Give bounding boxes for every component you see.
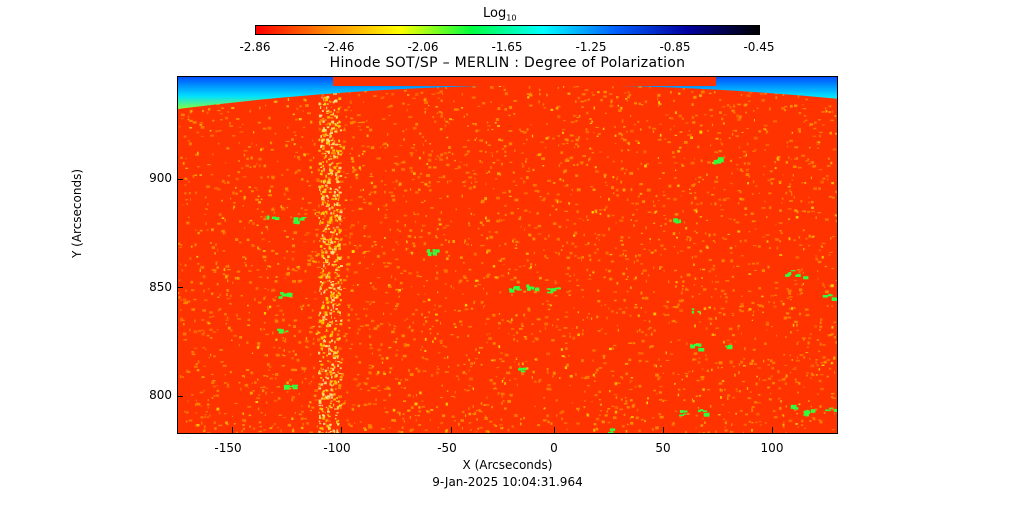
limb-gap — [333, 77, 716, 86]
x-tick-label: -100 — [323, 441, 351, 455]
y-tick-label: 900 — [149, 171, 172, 185]
polarization-map — [177, 76, 838, 434]
x-tick-mark — [554, 427, 555, 433]
map-background — [178, 77, 837, 433]
map-texture — [178, 77, 837, 433]
colorbar-tick-label: -2.46 — [323, 40, 355, 54]
x-axis-label: X (Arcseconds) — [462, 458, 553, 472]
x-tick-mark — [232, 427, 233, 433]
x-tick-label: -150 — [214, 441, 242, 455]
y-tick-label: 800 — [149, 388, 172, 402]
colorbar-tick-label: -1.65 — [491, 40, 523, 54]
colorbar-tick-label: -2.06 — [407, 40, 439, 54]
x-tick-label: 100 — [760, 441, 784, 455]
x-tick-label: 0 — [550, 441, 558, 455]
x-tick-mark — [341, 427, 342, 433]
y-axis-label: Y (Arcseconds) — [70, 168, 84, 258]
x-tick-mark — [772, 427, 773, 433]
y-tick-mark — [177, 179, 183, 180]
colorbar — [255, 25, 760, 35]
colorbar-label: Log10 — [483, 6, 517, 23]
timestamp: 9-Jan-2025 10:04:31.964 — [432, 475, 583, 489]
colorbar-tick-label: -1.25 — [575, 40, 607, 54]
polarization-image — [178, 77, 837, 433]
y-tick-mark — [177, 287, 183, 288]
x-tick-label: 50 — [655, 441, 671, 455]
x-tick-mark — [451, 427, 452, 433]
colorbar-tick-label: -0.85 — [659, 40, 691, 54]
plot-title: Hinode SOT/SP – MERLIN : Degree of Polar… — [329, 55, 686, 71]
y-tick-label: 850 — [149, 280, 172, 294]
x-tick-mark — [663, 427, 664, 433]
colorbar-tick-label: -0.45 — [743, 40, 775, 54]
colorbar-tick-label: -2.86 — [239, 40, 271, 54]
x-tick-label: -50 — [437, 441, 457, 455]
y-tick-mark — [177, 396, 183, 397]
